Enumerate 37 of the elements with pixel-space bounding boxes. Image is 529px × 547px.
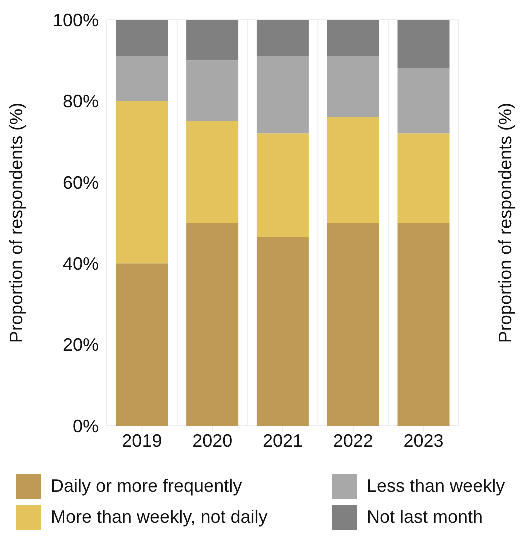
bar bbox=[256, 134, 309, 238]
bar bbox=[327, 223, 380, 426]
bar bbox=[116, 20, 168, 57]
bar bbox=[398, 20, 450, 69]
bar bbox=[256, 237, 309, 426]
y-tick-label: 20% bbox=[62, 335, 99, 356]
x-tick-label: 2021 bbox=[262, 430, 304, 451]
bar bbox=[116, 264, 168, 426]
bar bbox=[186, 122, 239, 223]
bar bbox=[327, 20, 380, 57]
x-tick-label: 2022 bbox=[333, 430, 374, 451]
legend-label: Less than weekly bbox=[367, 476, 506, 497]
legend-label: Daily or more frequently bbox=[51, 476, 242, 497]
bar bbox=[256, 20, 309, 57]
bar bbox=[186, 223, 239, 426]
bar bbox=[186, 20, 239, 61]
y-tick-label: 40% bbox=[62, 254, 99, 274]
bar bbox=[398, 68, 450, 134]
y-tick-label: 100% bbox=[52, 10, 99, 30]
y-axis-title: Proportion of respondents (%) bbox=[6, 102, 26, 344]
x-tick-label: 2023 bbox=[404, 430, 444, 451]
bar bbox=[327, 56, 380, 118]
y-tick-label: 80% bbox=[62, 92, 99, 112]
bar bbox=[186, 60, 239, 122]
x-tick-label: 2020 bbox=[192, 430, 233, 451]
bar bbox=[116, 101, 168, 264]
bar bbox=[256, 56, 309, 134]
bar bbox=[116, 56, 168, 102]
y2-axis-title: Proportion of respondents (%) bbox=[495, 102, 516, 344]
legend-label: Not last month bbox=[367, 507, 484, 528]
legend-label: More than weekly, not daily bbox=[51, 507, 268, 528]
bar bbox=[398, 134, 450, 223]
y-tick-label: 0% bbox=[72, 416, 99, 436]
y-tick-label: 60% bbox=[62, 172, 99, 193]
x-tick-label: 2019 bbox=[122, 430, 162, 451]
bar bbox=[398, 223, 450, 426]
bar bbox=[327, 117, 380, 223]
